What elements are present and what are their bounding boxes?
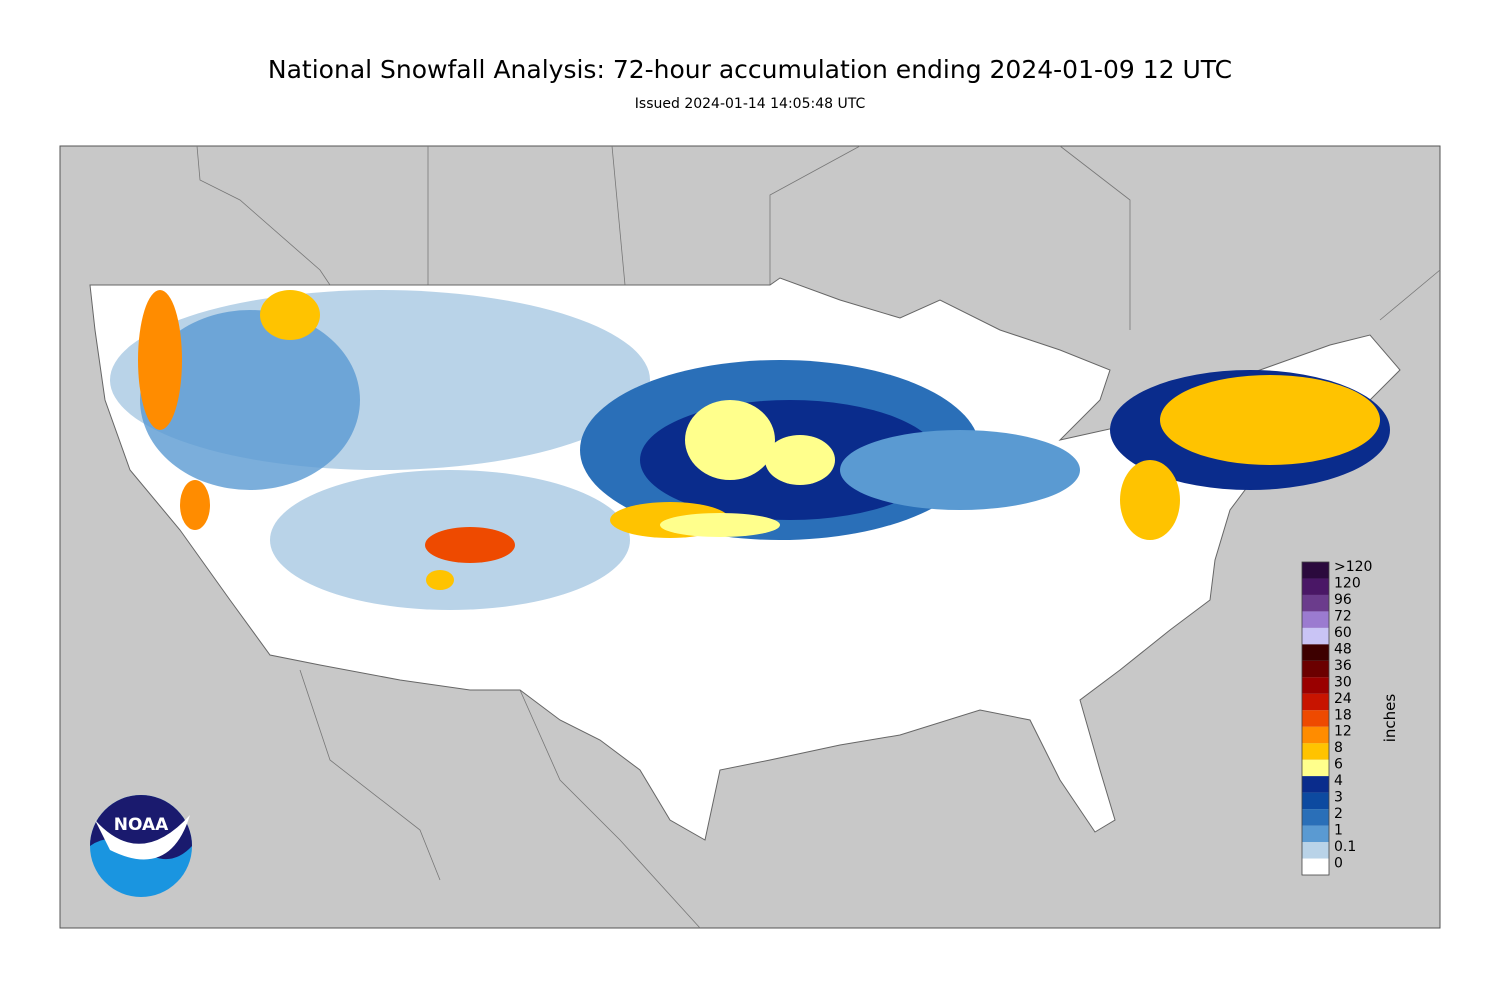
- colorbar-segment: [1302, 759, 1329, 777]
- colorbar-segment: [1302, 578, 1329, 595]
- colorbar-tick-label: 24: [1334, 691, 1352, 707]
- noaa-logo: NOAA: [90, 795, 192, 897]
- colorbar-tick-label: 18: [1334, 707, 1352, 723]
- colorbar-segment: [1302, 660, 1329, 678]
- colorbar-segment: [1302, 677, 1329, 694]
- colorbar-tick-label: 30: [1334, 674, 1352, 690]
- colorbar-tick-label: 3: [1334, 790, 1343, 806]
- colorbar-tick-label: 36: [1334, 658, 1352, 674]
- colorbar-tick-label: 72: [1334, 608, 1352, 624]
- colorbar-tick-label: 60: [1334, 625, 1352, 641]
- subtitle: Issued 2024-01-14 14:05:48 UTC: [635, 96, 866, 112]
- colorbar-tick-label: 1: [1334, 823, 1343, 839]
- colorbar-segment: [1302, 693, 1329, 711]
- map: [59, 145, 1441, 929]
- colorbar-segment: [1302, 776, 1329, 793]
- colorbar-segment: [1302, 627, 1329, 645]
- colorbar-segment: [1302, 792, 1329, 810]
- title: National Snowfall Analysis: 72-hour accu…: [268, 55, 1232, 84]
- colorbar-tick-label: 4: [1334, 773, 1343, 789]
- colorbar-tick-label: 120: [1334, 575, 1361, 591]
- colorbar-segment: [1302, 562, 1329, 579]
- colorbar-segment: [1302, 825, 1329, 843]
- colorbar-tick-label: 2: [1334, 806, 1343, 822]
- colorbar-outline: [1301, 561, 1330, 876]
- colorbar-tick-label: 0: [1334, 856, 1343, 872]
- colorbar-segment: [1302, 743, 1329, 760]
- colorbar-tick-label: 8: [1334, 740, 1343, 756]
- colorbar-tick-label: 12: [1334, 724, 1352, 740]
- colorbar-label: inches: [1381, 694, 1399, 743]
- colorbar-segment: [1302, 594, 1329, 612]
- colorbar-tick-label: 6: [1334, 757, 1343, 773]
- colorbar-tick-label: 0.1: [1334, 839, 1356, 855]
- colorbar-segment: [1302, 644, 1329, 661]
- colorbar-segment: [1302, 842, 1329, 859]
- colorbar-tick-label: 96: [1334, 592, 1352, 608]
- colorbar-segment: [1302, 726, 1329, 744]
- colorbar-segment: [1302, 858, 1329, 875]
- colorbar-tick-label: 48: [1334, 641, 1352, 657]
- borders: [196, 145, 1441, 929]
- logo-text: NOAA: [114, 815, 169, 835]
- colorbar-segment: [1302, 611, 1329, 628]
- colorbar-segment: [1302, 710, 1329, 727]
- colorbar-segment: [1302, 809, 1329, 826]
- snow-shading: [110, 290, 1390, 610]
- colorbar-tick-label: >120: [1334, 559, 1372, 575]
